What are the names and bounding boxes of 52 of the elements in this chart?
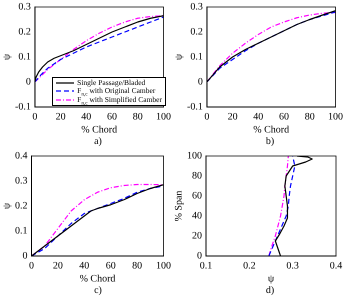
y-tick-label: 0.2 bbox=[18, 26, 31, 38]
x-tick-label: 100 bbox=[156, 260, 171, 272]
x-axis-title: % Chord bbox=[81, 124, 118, 136]
x-axis-title: % Chord bbox=[80, 274, 116, 285]
y-tick-label: 0.1 bbox=[18, 52, 31, 63]
y-tick-label: 80 bbox=[192, 170, 202, 182]
y-tick-label: 0.3 bbox=[15, 176, 28, 187]
y-tick-label: 0 bbox=[198, 76, 203, 88]
x-tick-label: 60 bbox=[107, 112, 118, 123]
x-tick-label: 20 bbox=[228, 112, 238, 123]
y-tick-label: 0 bbox=[197, 250, 202, 262]
x-tick-label: 80 bbox=[132, 112, 143, 123]
x-tick-label: 0.4 bbox=[330, 260, 342, 272]
y-tick-label: 0.2 bbox=[15, 200, 28, 212]
y-tick-label: 100 bbox=[187, 150, 202, 162]
y-tick-label: 20 bbox=[192, 230, 202, 242]
y-tick-label: 0.4 bbox=[15, 150, 28, 162]
x-tick-label: 100 bbox=[328, 112, 343, 123]
line-series bbox=[268, 156, 289, 256]
x-axis-title: % Chord bbox=[253, 124, 290, 136]
y-tick-label: 0 bbox=[26, 76, 31, 88]
x-tick-label: 40 bbox=[253, 112, 264, 123]
x-tick-label: 60 bbox=[106, 260, 116, 272]
text: a) bbox=[93, 136, 103, 148]
x-tick-label: 100 bbox=[156, 112, 171, 123]
y-tick-label: 0.1 bbox=[190, 52, 203, 63]
x-tick-label: 80 bbox=[132, 260, 142, 272]
y-axis-title: ψ bbox=[2, 202, 13, 210]
x-tick-label: 0.2 bbox=[243, 260, 256, 272]
y-tick-label: -0.1 bbox=[186, 102, 203, 113]
x-tick-label: 0.3 bbox=[286, 260, 299, 272]
text: d) bbox=[264, 285, 276, 297]
y-axis-title: ψ bbox=[2, 53, 13, 60]
y-tick-label: -0.1 bbox=[14, 102, 31, 113]
x-tick-label: 40 bbox=[79, 260, 90, 272]
y-tick-label: 0.3 bbox=[18, 2, 31, 13]
x-axis-title: ψ bbox=[268, 274, 275, 285]
x-tick-label: 40 bbox=[81, 112, 92, 123]
y-axis-title: ψ bbox=[174, 53, 185, 60]
y-tick-label: 0 bbox=[22, 250, 28, 262]
text: b) bbox=[264, 136, 276, 148]
x-tick-label: 20 bbox=[56, 112, 66, 123]
x-tick-label: 60 bbox=[279, 112, 290, 123]
x-tick-label: 20 bbox=[52, 260, 63, 272]
y-tick-label: 0.2 bbox=[190, 26, 203, 38]
y-axis-title: % Span bbox=[174, 190, 185, 222]
text: c) bbox=[93, 285, 103, 297]
y-tick-label: 0.3 bbox=[190, 2, 203, 13]
x-tick-label: 80 bbox=[304, 112, 315, 123]
y-tick-label: 0.1 bbox=[15, 226, 28, 237]
y-tick-label: 60 bbox=[192, 190, 202, 202]
y-tick-label: 40 bbox=[192, 210, 202, 222]
